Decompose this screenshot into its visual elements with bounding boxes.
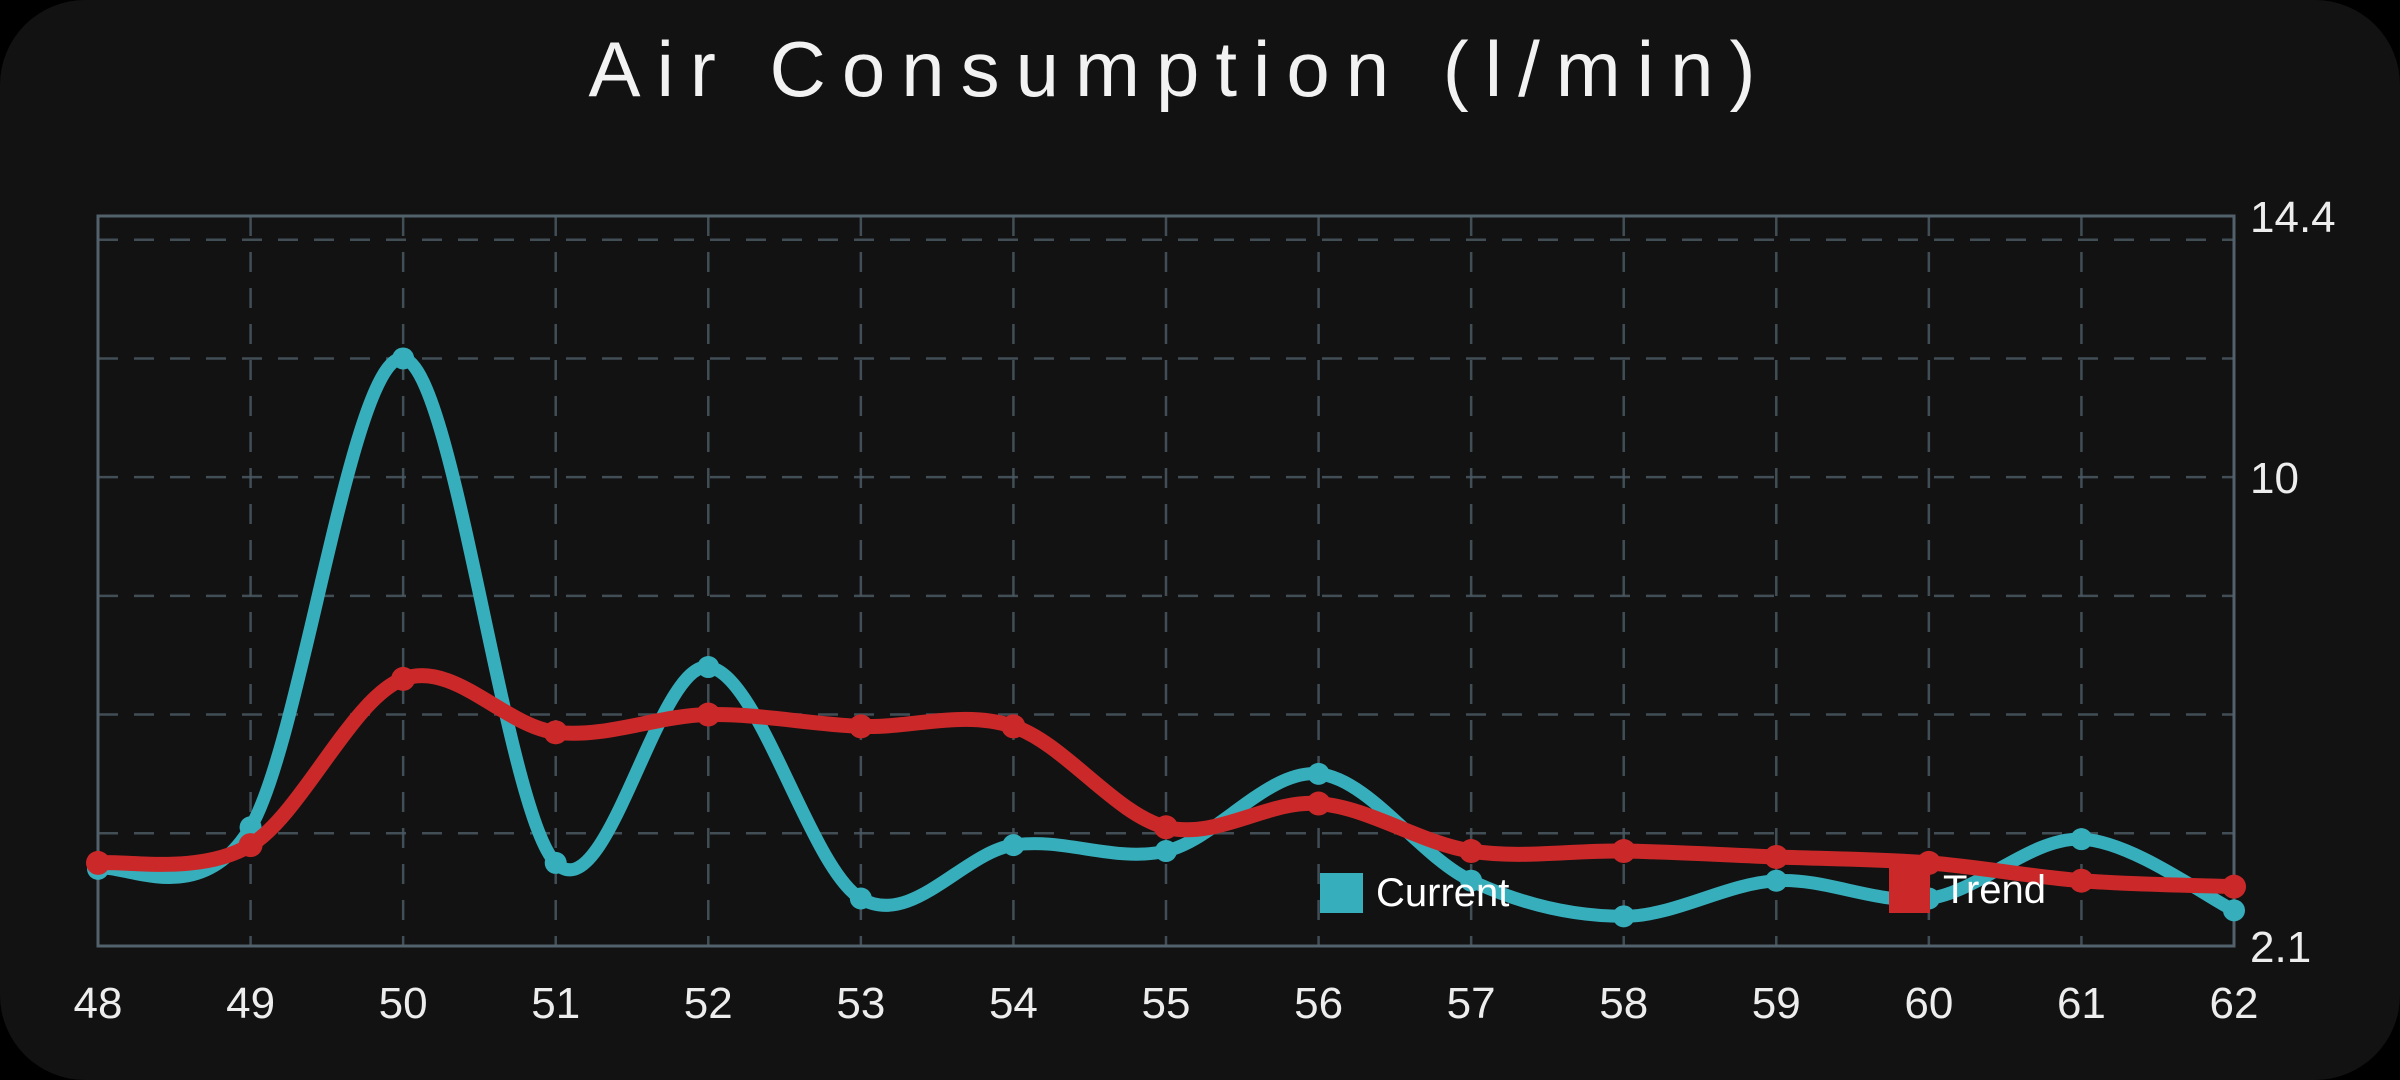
current-point [1155,840,1177,863]
trend-point [2222,874,2246,899]
legend-label-trend: Trend [1943,867,2047,912]
current-point [1612,905,1635,928]
trend-point [1306,791,1331,816]
current-point [544,851,567,874]
trend-point [1001,714,1026,739]
legend-swatch-current-icon [1320,873,1363,913]
current-point [849,887,872,910]
x-tick-label: 62 [2210,979,2259,1028]
current-point [2070,828,2093,851]
current-point [2223,899,2245,922]
legend-label-current: Current [1376,871,1510,915]
current-point [697,656,720,679]
y-tick-label: 14.4 [2250,193,2336,242]
x-tick-label: 61 [2057,979,2106,1028]
legend-item-trend[interactable]: Trend [1889,866,2046,913]
trend-point [86,850,110,875]
x-tick-label: 52 [684,979,733,1028]
x-tick-label: 57 [1447,979,1496,1028]
x-tick-label: 60 [1904,979,1953,1028]
x-tick-label: 51 [531,979,580,1028]
trend-point [238,833,263,858]
current-point [1307,762,1330,785]
trend-point [1154,815,1178,840]
current-point [1002,834,1025,857]
x-tick-label: 53 [836,979,885,1028]
y-tick-label: 10 [2250,454,2299,503]
y-tick-label: 2.1 [2250,923,2311,972]
chart-title: Air Consumption (l/min) [588,25,1772,113]
current-point [392,347,415,370]
trend-point [1459,839,1484,864]
plot-border [96,214,2236,948]
x-tick-label: 49 [226,979,275,1028]
trend-point [1611,839,1636,864]
x-tick-label: 50 [379,979,428,1028]
trend-line [90,668,2242,895]
x-tick-label: 54 [989,979,1038,1028]
x-tick-label: 58 [1599,979,1648,1028]
trend-point [1764,844,1789,869]
trend-point [391,666,416,691]
legend-swatch-trend-icon [1889,866,1930,913]
x-tick-label: 48 [74,979,123,1028]
current-point [1460,869,1483,892]
x-tick-label: 55 [1142,979,1191,1028]
trend-point [696,702,721,727]
current-point [1765,869,1788,892]
trend-point [848,714,873,739]
trend-point [2069,868,2094,893]
x-tick-label: 56 [1294,979,1343,1028]
trend-point [543,720,568,745]
x-tick-label: 59 [1752,979,1801,1028]
legend-item-current[interactable]: Current [1320,872,1509,914]
